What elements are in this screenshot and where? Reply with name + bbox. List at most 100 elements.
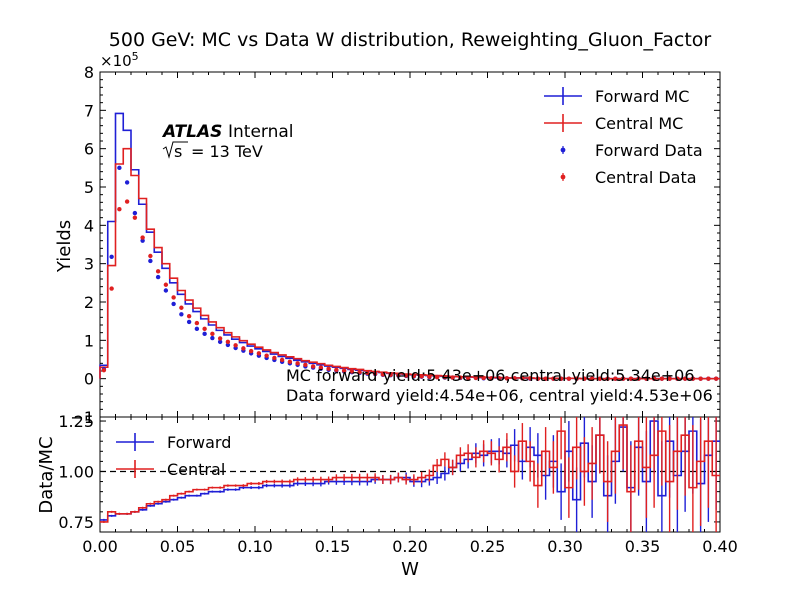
- central-data-point: [380, 372, 386, 377]
- central-data-point: [202, 326, 207, 332]
- x-tick-label: 0.20: [392, 537, 428, 556]
- central-data-point: [248, 348, 254, 354]
- atlas-sublabel: Internal: [228, 122, 294, 142]
- central-data-point: [256, 351, 262, 356]
- energy-label: s = 13 TeV: [162, 141, 263, 161]
- central-data-point: [706, 376, 711, 381]
- y-tick-label: 7: [84, 101, 94, 120]
- ratio-y-axis-label: Data/MC: [36, 436, 57, 513]
- forward-data-point: [140, 238, 145, 243]
- central-data-point: [535, 376, 541, 381]
- central-data-point: [101, 368, 107, 373]
- central-data-point: [465, 375, 471, 381]
- central-data-point: [279, 357, 285, 363]
- central-data-point: [667, 376, 672, 381]
- central-data-point: [140, 235, 145, 240]
- ratio-y-tick-label: 1.00: [58, 462, 94, 481]
- forward-data-point: [109, 254, 114, 259]
- sqrt-icon: [162, 141, 188, 159]
- central-data-point: [117, 207, 122, 212]
- mc-yield-annotation: MC forward yield:5.43e+06,central yield:…: [286, 366, 695, 385]
- central-data-point: [132, 215, 138, 220]
- central-data-point: [442, 374, 448, 380]
- y-tick-label: 4: [84, 216, 94, 235]
- forward-data-point: [171, 301, 176, 307]
- ratio-y-tick-label: 0.75: [58, 513, 94, 532]
- forward-data-point: [155, 274, 161, 280]
- y-tick-label: 6: [84, 140, 94, 159]
- central-data-point: [194, 320, 200, 326]
- main-panel: −1 0 1 2 3 4 5 6 7 8 ×105 Yields ATLAS Internal s…: [54, 50, 721, 532]
- x-axis-label: W: [401, 559, 419, 580]
- ratio-y-tick-label: 1.25: [58, 412, 94, 431]
- y-tick-label: 8: [84, 63, 94, 82]
- forward-data-point: [194, 326, 200, 332]
- central-data-point: [233, 343, 238, 348]
- central-data-point: [496, 376, 502, 381]
- y-tick-label: 1: [84, 331, 94, 350]
- central-data-point: [434, 374, 440, 380]
- x-tick-label: 0.25: [470, 537, 506, 556]
- legend-entry: Central MC: [544, 114, 683, 133]
- central-data-point: [636, 376, 641, 381]
- central-data-point: [651, 376, 657, 381]
- central-data-point: [310, 364, 316, 369]
- legend-label: Forward: [167, 433, 231, 452]
- central-data-point: [698, 376, 703, 381]
- atlas-label: ATLAS: [161, 122, 222, 142]
- central-data-point: [186, 313, 192, 319]
- central-data-point: [597, 376, 603, 381]
- legend-label: Central Data: [595, 168, 697, 187]
- central-data-point: [574, 376, 579, 381]
- central-data-point: [179, 305, 184, 310]
- central-data-point: [589, 376, 595, 381]
- x-tick-label: 0.35: [625, 537, 661, 556]
- forward-data-point: [186, 319, 192, 325]
- central-data-point: [520, 376, 525, 381]
- central-data-point: [396, 373, 401, 378]
- central-data-point: [241, 346, 246, 351]
- central-data-point: [388, 372, 393, 378]
- central-data-point: [411, 373, 417, 379]
- ratio-panel-frame: [99, 416, 721, 533]
- central-data-point: [682, 376, 688, 381]
- central-data-point: [527, 376, 533, 381]
- central-data-point: [713, 376, 719, 381]
- central-data-point: [303, 362, 308, 368]
- legend-entry: Central Data: [560, 168, 697, 187]
- ratio-central-line: [100, 424, 720, 523]
- svg-text:s: s: [174, 142, 182, 161]
- central-data-point: [124, 199, 130, 204]
- central-data-point: [489, 376, 494, 381]
- forward-data-point: [132, 210, 138, 216]
- svg-text:= 13 TeV: = 13 TeV: [191, 142, 263, 161]
- forward-data-point: [225, 342, 231, 348]
- ratio-legend-entry: Forward: [116, 433, 231, 452]
- forward-data-point: [124, 180, 130, 185]
- legend-label: Forward Data: [595, 141, 703, 160]
- main-legend: Forward MC Central MC Forward Data Central …: [544, 87, 703, 187]
- central-data-point: [512, 376, 517, 381]
- central-data-point: [481, 375, 486, 381]
- central-data-point: [543, 376, 548, 381]
- ratio-legend: Forward Central: [116, 433, 231, 479]
- forward-data-point: [217, 339, 223, 345]
- central-data-point: [613, 376, 618, 381]
- central-data-point: [163, 282, 169, 287]
- central-data-point: [349, 369, 355, 374]
- central-data-point: [287, 359, 293, 364]
- central-data-point: [566, 376, 572, 381]
- central-data-point: [690, 376, 696, 381]
- central-data-point: [171, 295, 176, 300]
- central-data-point: [326, 366, 331, 371]
- central-data-point: [558, 376, 564, 381]
- central-data-point: [473, 375, 479, 381]
- central-data-point: [504, 376, 510, 381]
- central-data-point: [217, 336, 223, 341]
- y-tick-label: 2: [84, 293, 94, 312]
- central-data-point: [295, 361, 300, 366]
- central-mc-line: [99, 147, 720, 380]
- legend-entry: Forward MC: [544, 87, 689, 106]
- forward-data-point: [179, 312, 184, 317]
